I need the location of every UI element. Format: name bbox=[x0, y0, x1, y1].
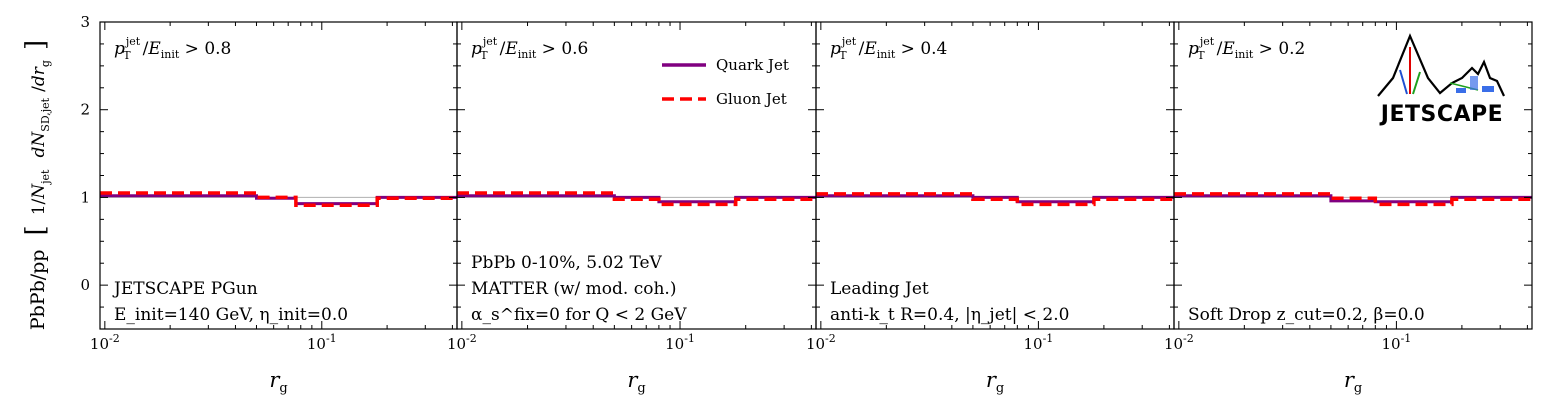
panel-note: anti-k_t R=0.4, |η_jet| < 2.0 bbox=[830, 305, 1069, 325]
panel-frame bbox=[1173, 21, 1533, 330]
panel-note: Soft Drop z_cut=0.2, β=0.0 bbox=[1188, 305, 1425, 325]
gluon-jet-series bbox=[1174, 192, 1532, 207]
panel-3: 10-2 10-1 rg pjet T/Einit > 0.4 Leading Jet an… bbox=[806, 21, 1175, 396]
x-axis-label: rg bbox=[269, 368, 287, 396]
cut-annotation: pjet T/Einit > 0.2 bbox=[1188, 35, 1305, 62]
logo-blue-jet bbox=[1399, 69, 1408, 95]
x-tick-label: 10-2 bbox=[447, 332, 477, 353]
x-tick-label: 10-1 bbox=[307, 332, 337, 353]
x-axis-label: rg bbox=[986, 368, 1004, 396]
y-label-ratio: PbPb/pp bbox=[27, 250, 49, 331]
gluon-jet-series bbox=[816, 192, 1174, 207]
legend-gluon-label: Gluon Jet bbox=[716, 90, 787, 108]
cut-annotation: pjet T/Einit > 0.8 bbox=[114, 35, 231, 62]
logo-blue-block-2 bbox=[1470, 76, 1478, 90]
cut-annotation: pjet T/Einit > 0.6 bbox=[471, 35, 588, 62]
y-axis-label-text: PbPb/pp [ 1/Njet dNSD,jet /drg ] bbox=[21, 40, 54, 330]
x-tick-label: 10-2 bbox=[1164, 332, 1194, 353]
x-tick-label: 10-2 bbox=[806, 332, 836, 353]
panel-2: 10-2 10-1 rg pjet T/Einit > 0.6 PbPb 0-10%, 5… bbox=[447, 21, 817, 396]
y-tick-label: 3 bbox=[80, 13, 90, 31]
logo-text: JETSCAPE bbox=[1379, 102, 1503, 127]
y-axis-label: PbPb/pp [ 1/Njet dNSD,jet /drg ] bbox=[21, 40, 54, 330]
x-tick-label: 10-1 bbox=[665, 332, 695, 353]
legend-quark-label: Quark Jet bbox=[716, 56, 789, 74]
legend: Quark Jet Gluon Jet bbox=[662, 56, 789, 108]
panel-note: Leading Jet bbox=[830, 279, 929, 299]
gluon-jet-series bbox=[100, 191, 457, 208]
panel-4: 10-2 10-1 rg pjet T/Einit > 0.2 Soft Drop z_c… bbox=[1164, 21, 1533, 396]
cut-annotation: pjet T/Einit > 0.4 bbox=[830, 35, 947, 62]
panel-note: E_init=140 GeV, η_init=0.0 bbox=[114, 305, 348, 325]
gluon-jet-series bbox=[457, 191, 816, 207]
panel-note: MATTER (w/ mod. coh.) bbox=[471, 279, 676, 299]
x-tick-label: 10-1 bbox=[1381, 332, 1411, 353]
x-axis-label: rg bbox=[627, 368, 645, 396]
x-tick-label: 10-1 bbox=[1023, 332, 1053, 353]
logo-blue-block-3 bbox=[1482, 86, 1494, 92]
y-tick-label: 1 bbox=[80, 188, 90, 206]
x-axis-label: rg bbox=[1344, 368, 1362, 396]
panel-1: 10-2 10-1 0 1 2 3 rg pjet T/Einit > 0.8 JETSCAPE … bbox=[80, 13, 458, 396]
jetscape-logo: JETSCAPE bbox=[1377, 33, 1505, 127]
panel-note: PbPb 0-10%, 5.02 TeV bbox=[471, 253, 663, 273]
panel-note: JETSCAPE PGun bbox=[112, 279, 258, 299]
x-tick-label: 10-2 bbox=[90, 332, 120, 353]
y-tick-label: 0 bbox=[80, 276, 90, 294]
y-tick-label: 2 bbox=[80, 101, 90, 119]
logo-peaks bbox=[1377, 33, 1505, 97]
logo-green-jet bbox=[1412, 71, 1421, 95]
logo-blue-block-1 bbox=[1456, 88, 1466, 93]
panels: 10-2 10-1 0 1 2 3 rg pjet T/Einit > 0.8 JETSCAPE … bbox=[80, 13, 1533, 396]
panel-note: α_s^fix=0 for Q < 2 GeV bbox=[471, 305, 687, 325]
